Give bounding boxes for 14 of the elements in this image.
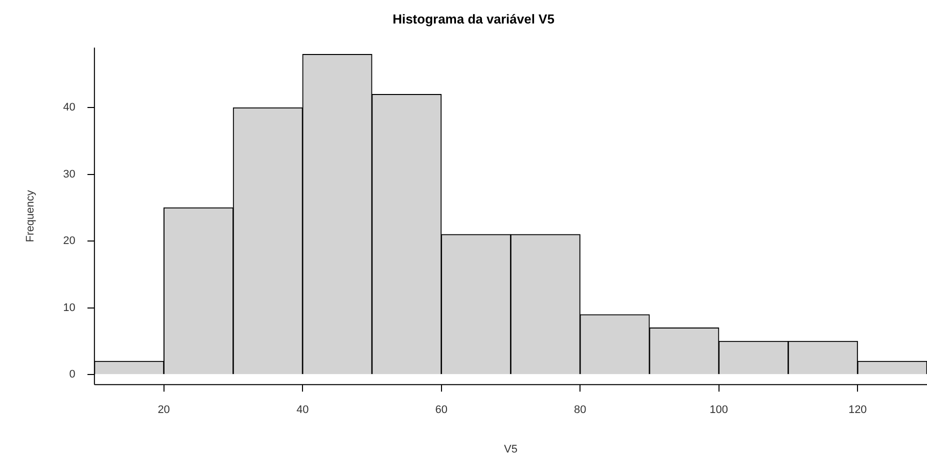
y-tick-label: 0 — [69, 368, 76, 381]
y-tick-label: 10 — [63, 302, 76, 314]
chart-title: Histograma da variável V5 — [392, 11, 554, 26]
x-tick-label: 40 — [296, 404, 309, 416]
y-tick-label: 30 — [63, 168, 76, 180]
x-tick-label: 100 — [710, 404, 728, 416]
y-axis-title: Frequency — [24, 190, 37, 242]
y-tick-label: 40 — [63, 102, 76, 114]
x-axis-title: V5 — [504, 443, 518, 456]
x-tick-label: 80 — [574, 404, 586, 416]
x-tick-label: 60 — [435, 404, 448, 416]
y-tick-label: 20 — [63, 235, 76, 248]
x-tick-label: 120 — [848, 404, 867, 416]
x-tick-label: 20 — [158, 404, 170, 416]
